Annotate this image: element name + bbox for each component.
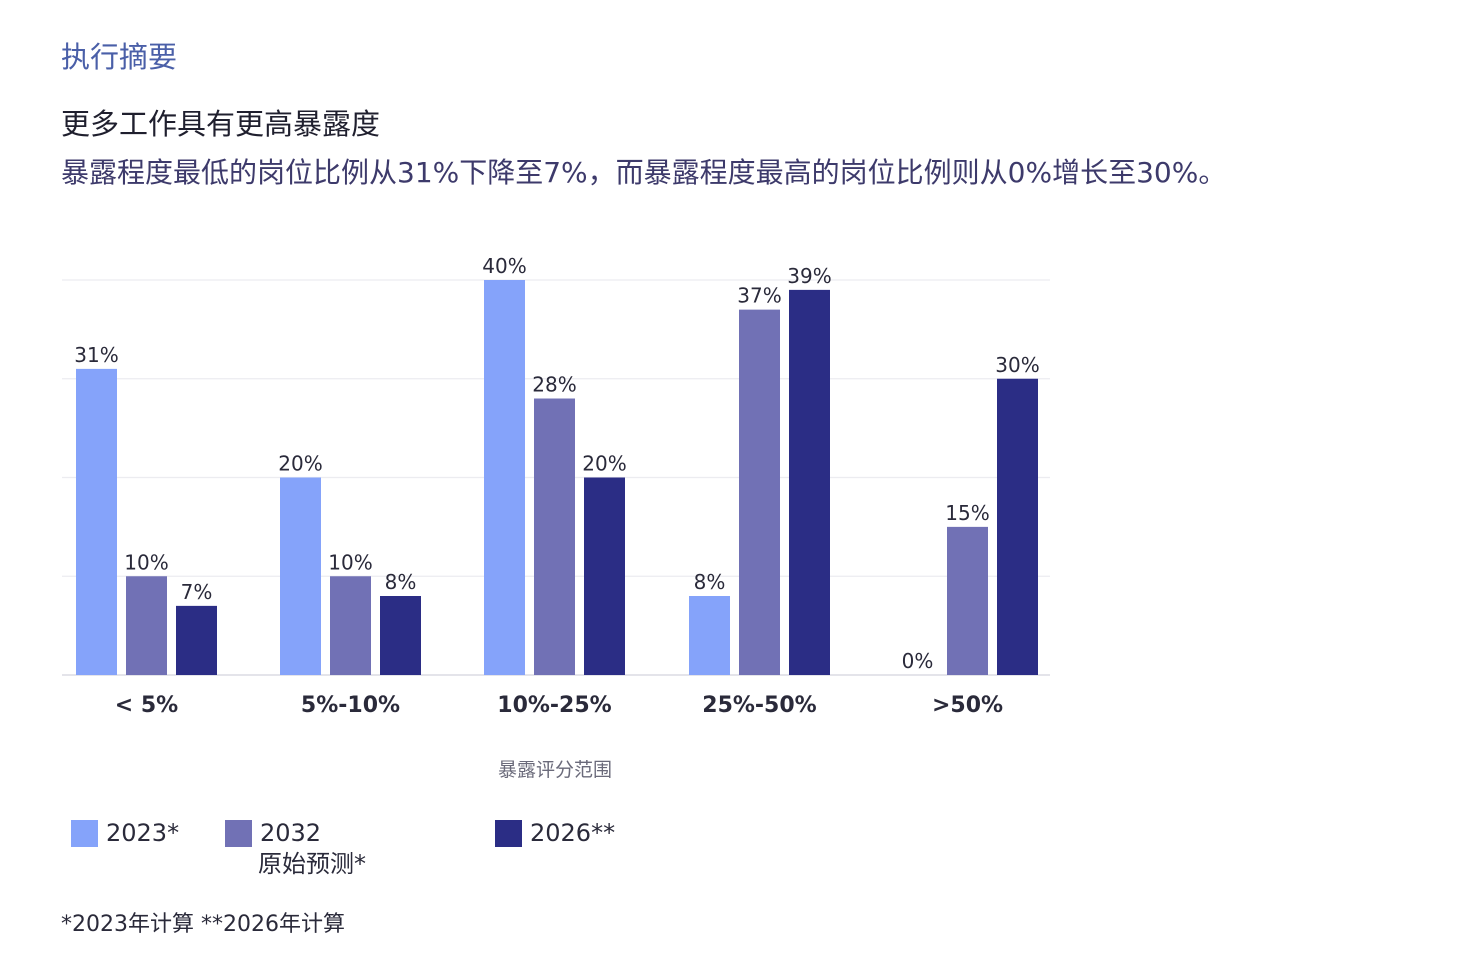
category-tick-label: 5%-10% — [301, 693, 400, 718]
bar — [947, 526, 988, 675]
legend-label-line: 2023* — [106, 819, 180, 847]
legend-swatch-2032 — [225, 820, 252, 847]
category-ticks: < 5% 5%-10% 10%-25% 25%-50% >50% — [115, 693, 1003, 718]
bar-value-label: 28% — [532, 373, 576, 397]
bar — [484, 280, 525, 675]
bar — [997, 378, 1038, 675]
legend-swatch-2023 — [71, 820, 98, 847]
subheadline: 暴露程度最低的岗位比例从31%下降至7%，而暴露程度最高的岗位比例则从0%增长至… — [61, 156, 1227, 189]
bar-value-label: 31% — [74, 343, 118, 367]
bar-value-label: 37% — [737, 284, 781, 308]
bar-value-label: 10% — [328, 550, 372, 574]
category-tick-label: >50% — [932, 693, 1003, 718]
bars — [76, 280, 1038, 675]
headline: 更多工作具有更高暴露度 — [61, 107, 381, 141]
legend-label-line: 2026** — [530, 819, 616, 847]
bar — [330, 576, 371, 675]
legend-label-2032: 2032 原始预测* — [258, 818, 366, 880]
bar — [380, 596, 421, 675]
category-tick-label: 10%-25% — [497, 693, 611, 718]
bar-value-label: 40% — [482, 254, 526, 278]
bar — [739, 309, 780, 675]
bar — [176, 605, 217, 675]
legend-label-line: 2032 — [260, 819, 322, 847]
gridlines — [62, 279, 1050, 676]
legend-label-2026: 2026** — [530, 818, 615, 849]
bar-value-label: 30% — [995, 353, 1039, 377]
bar-value-label: 20% — [582, 452, 626, 476]
bar — [280, 477, 321, 675]
footnote: *2023年计算 **2026年计算 — [61, 912, 345, 937]
legend-label-line: 原始预测* — [258, 850, 366, 878]
bar — [584, 477, 625, 675]
bar-labels: 31% 10% 7% 20% 10% 8% 40% 28% 20% 8% 37%39% 0% 15% 30… — [74, 254, 1039, 673]
legend-label-2023: 2023* — [106, 818, 179, 849]
section-label: 执行摘要 — [61, 40, 178, 74]
bar — [76, 368, 117, 675]
bar-value-label: 39% — [787, 264, 831, 288]
x-axis-title: 暴露评分范围 — [498, 759, 612, 781]
category-tick-label: 25%-50% — [702, 693, 816, 718]
bar — [534, 398, 575, 675]
bar — [789, 289, 830, 675]
bar-value-label: 10% — [124, 550, 168, 574]
bar-value-label: 15% — [945, 501, 989, 525]
bar — [126, 576, 167, 675]
bar-value-label: 8% — [385, 570, 417, 594]
bar — [689, 596, 730, 675]
legend-swatch-2026 — [495, 820, 522, 847]
bar-value-label: 7% — [181, 580, 213, 604]
bar-value-label: 20% — [278, 452, 322, 476]
bar-value-label: 0% — [902, 649, 934, 673]
bar-value-label: 8% — [694, 570, 726, 594]
category-tick-label: < 5% — [115, 693, 178, 718]
